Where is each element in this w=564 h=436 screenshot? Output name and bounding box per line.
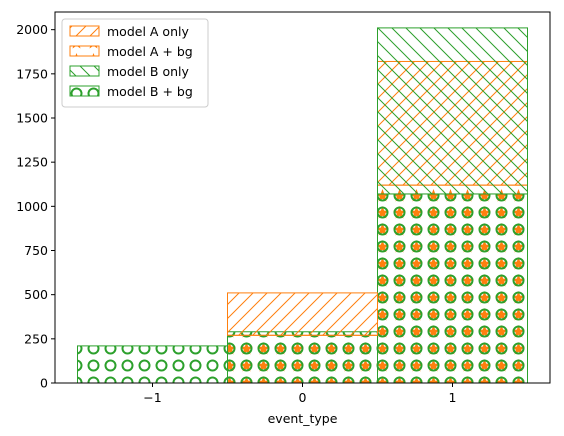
y-tick-label: 1250 <box>16 155 48 170</box>
legend-label-model-b-only: model B only <box>107 64 189 79</box>
legend-label-model-a-bg: model A + bg <box>107 44 193 59</box>
legend-frame <box>61 18 209 108</box>
legend-label-model-b-bg: model B + bg <box>107 84 193 99</box>
y-tick-label: 500 <box>24 287 48 302</box>
x-tick-label: 0 <box>299 390 307 405</box>
y-tick-label: 1000 <box>16 199 48 214</box>
y-tick-label: 1500 <box>16 111 48 126</box>
legend-swatch-model-a-only <box>69 25 100 37</box>
legend-swatch-model-a-bg <box>69 45 100 57</box>
legend-swatch-model-b-only <box>69 65 100 77</box>
bar-model-b-bg-bin-2 <box>377 193 528 384</box>
x-tick-label: 1 <box>449 390 457 405</box>
bar-model-b-bg-bin-0 <box>77 345 228 384</box>
bar-model-a-only-bin-1 <box>227 292 378 336</box>
axes: 0 250 500 750 1000 1250 1500 1750 2000 −1 0 1 <box>16 11 551 405</box>
y-tick-label: 1750 <box>16 66 48 81</box>
y-tick-label: 250 <box>24 331 48 346</box>
legend-swatch-model-b-bg <box>69 85 100 97</box>
plot-area <box>77 27 528 384</box>
y-tick-label: 0 <box>40 376 48 391</box>
bar-model-b-bg-bin-1 <box>227 331 378 384</box>
y-tick-label: 750 <box>24 243 48 258</box>
x-tick-label: −1 <box>143 390 161 405</box>
legend: model A only model A + bg model B only mode… <box>61 18 209 108</box>
legend-label-model-a-only: model A only <box>107 24 189 39</box>
x-axis-label: event_type <box>268 411 338 426</box>
y-tick-label: 2000 <box>16 22 48 37</box>
bar-model-b-only-bin-2 <box>377 27 528 195</box>
